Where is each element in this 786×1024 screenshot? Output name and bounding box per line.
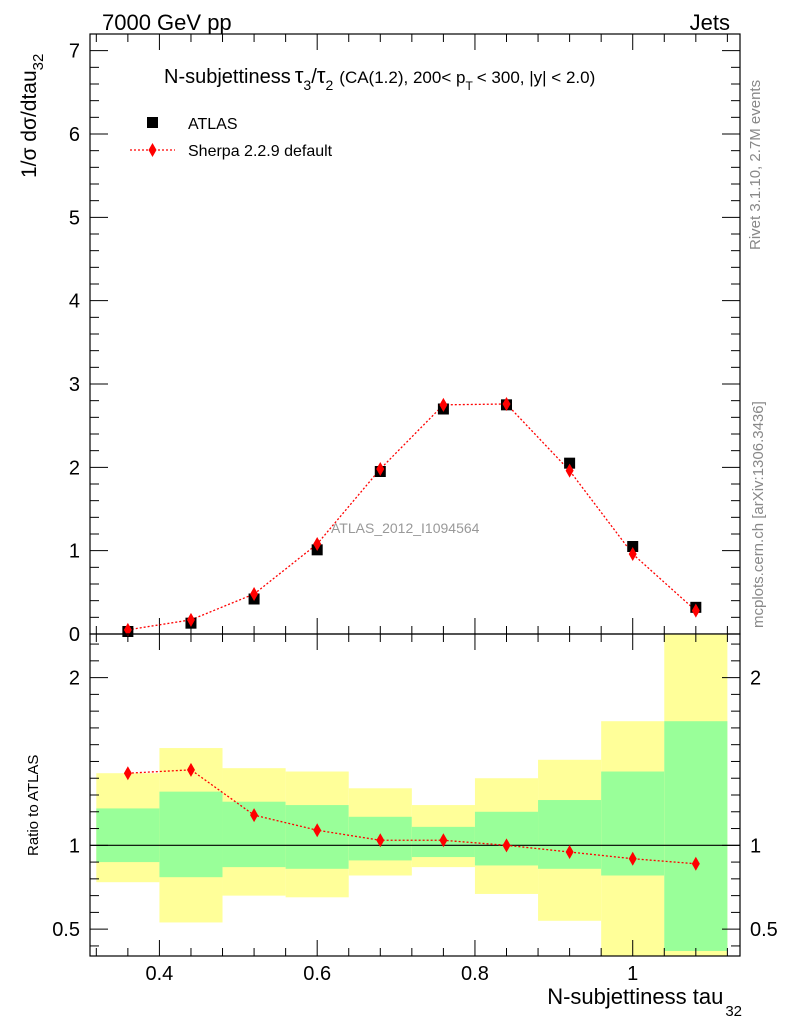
main-y-tick-label: 7 <box>69 41 80 63</box>
data-point-mc <box>691 603 700 618</box>
title-cuts-a: (CA(1.2), 200< p <box>339 68 465 87</box>
legend-entry-mc: Sherpa 2.2.9 default <box>188 143 333 160</box>
x-tick-label: 0.8 <box>461 963 489 985</box>
main-y-tick-label: 0 <box>69 624 80 646</box>
ratio-point-mc <box>691 856 700 871</box>
ratio-y-axis-label: Ratio to ATLAS <box>25 755 42 856</box>
ratio-bands <box>96 634 728 956</box>
mc-series-line <box>127 403 697 631</box>
title-cuts-b: < 300, |y| < 2.0) <box>477 68 595 87</box>
main-marks <box>122 397 702 637</box>
x-tick-label: 1 <box>627 963 638 985</box>
process-label: Jets <box>690 10 730 35</box>
main-y-tick-label: 5 <box>69 207 80 229</box>
uncertainty-band-inner <box>159 791 223 878</box>
ratio-point-mc <box>250 808 259 823</box>
ratio-point-mc <box>313 823 322 838</box>
ratio-point-mc <box>502 838 511 853</box>
data-point-mc <box>565 463 574 478</box>
data-point-mc <box>502 397 511 411</box>
uncertainty-band-inner <box>664 721 728 951</box>
ratio-y-tick-label: 2 <box>69 668 80 690</box>
analysis-watermark: ATLAS_2012_I1094564 <box>331 520 480 536</box>
ratio-y-tick-label-right: 2 <box>750 668 761 690</box>
ratio-panel: 0.4 0.6 0.8 1 0.5 0.5 1 1 2 2 Ratio to ATLAS N-su… <box>25 633 778 1020</box>
data-point-mc <box>250 587 259 601</box>
title-tau2: τ <box>317 63 326 88</box>
ratio-point-mc <box>123 766 132 781</box>
uncertainty-band-inner <box>96 808 160 863</box>
legend-square-icon <box>147 117 158 128</box>
rivet-version-label: Rivet 3.1.10, 2.7M events <box>747 80 764 250</box>
x-tick-label: 0.4 <box>146 963 174 985</box>
main-y-tick-label: 2 <box>69 457 80 479</box>
title-sub2: 2 <box>325 77 333 93</box>
ratio-y-tick-label: 1 <box>69 835 80 857</box>
legend-diamond-icon <box>148 143 157 157</box>
data-point-mc <box>376 462 385 476</box>
title-text: N-subjettiness <box>164 66 291 88</box>
legend-entry-data: ATLAS <box>188 116 238 133</box>
data-point-mc <box>123 622 132 637</box>
ratio-mc-line <box>127 769 696 865</box>
title-cuts-sub: T <box>465 79 473 93</box>
ratio-frame <box>89 633 741 957</box>
ratio-point-mc <box>628 851 637 866</box>
title-tau3: τ <box>295 63 304 88</box>
main-y-tick-label: 3 <box>69 374 80 396</box>
x-axis-label: N-subjettiness tau32 <box>547 984 742 1020</box>
energy-label: 7000 GeV pp <box>102 10 232 35</box>
ratio-point-mc <box>186 762 195 777</box>
ratio-y-tick-label-right: 0.5 <box>750 919 778 941</box>
main-y-tick-label: 4 <box>69 291 80 313</box>
plot-title: N-subjettiness τ3/τ2 (CA(1.2), 200< pT < 30… <box>164 63 595 93</box>
data-point-mc <box>186 612 195 627</box>
ratio-marks <box>90 762 740 871</box>
main-y-tick-label: 6 <box>69 124 80 146</box>
data-point-mc <box>439 397 448 412</box>
legend: ATLAS Sherpa 2.2.9 default <box>130 116 333 160</box>
ratio-y-tick-label-right: 1 <box>750 835 761 857</box>
data-point-mc <box>313 537 322 551</box>
main-y-axis-label: 1/σ dσ/dtau32 <box>18 54 47 178</box>
ratio-point-mc <box>565 845 574 860</box>
data-point-atlas <box>564 457 576 469</box>
title-sub3: 3 <box>303 77 311 93</box>
ratio-y-tick-label: 0.5 <box>52 919 80 941</box>
ratio-ticks: 0.4 0.6 0.8 1 0.5 0.5 1 1 2 2 <box>52 634 778 985</box>
mcplots-reference-label: mcplots.cern.ch [arXiv:1306.3436] <box>750 401 767 628</box>
data-point-mc <box>628 547 637 561</box>
x-tick-label: 0.6 <box>303 963 331 985</box>
title-slash: / <box>311 66 317 88</box>
ratio-point-mc <box>439 833 448 848</box>
ratio-point-mc <box>376 833 385 848</box>
data-point-atlas <box>627 541 639 552</box>
main-y-tick-label: 1 <box>69 541 80 563</box>
